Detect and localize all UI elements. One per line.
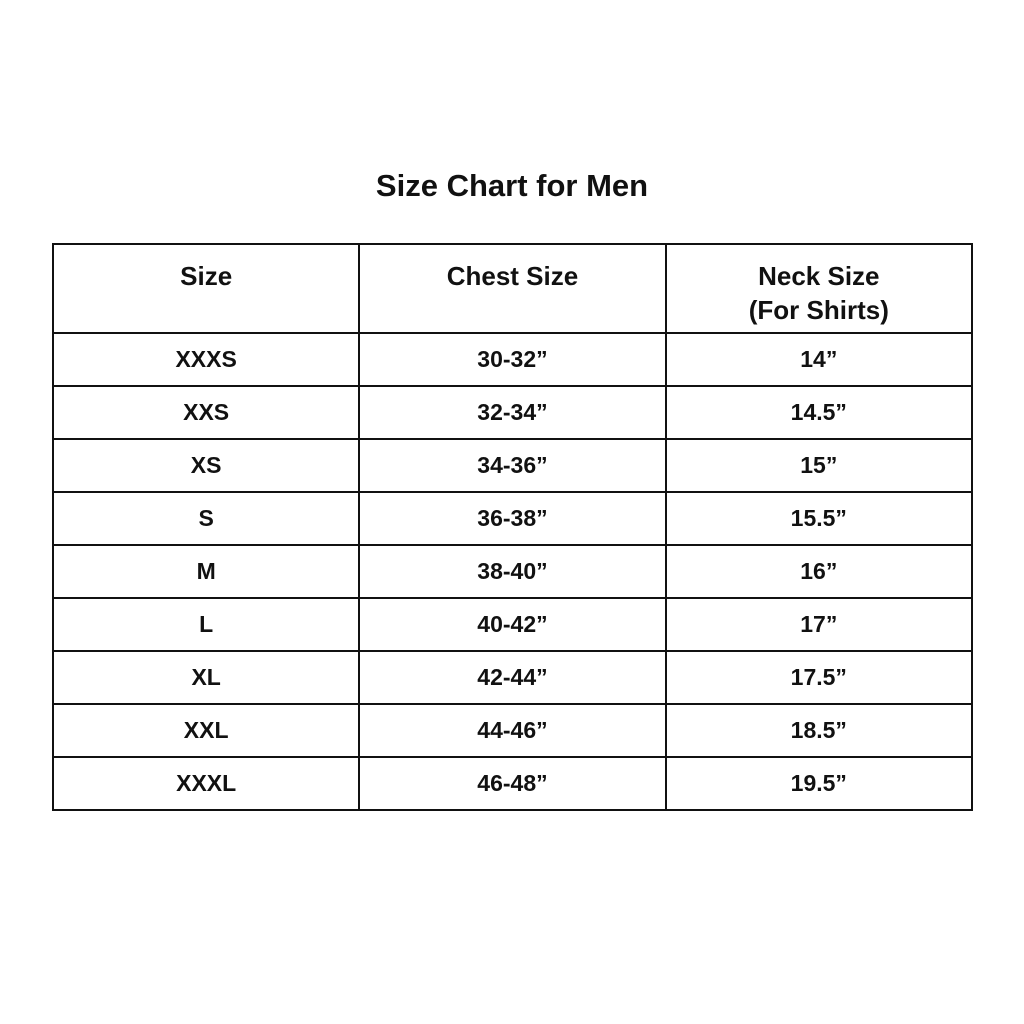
cell-size: XL bbox=[51, 650, 361, 705]
table-row: XXL 44-46” 18.5” bbox=[51, 703, 974, 758]
cell-neck: 17.5” bbox=[664, 650, 974, 705]
header-neck-label: Neck Size bbox=[758, 261, 880, 291]
cell-chest: 34-36” bbox=[358, 438, 667, 493]
cell-neck: 18.5” bbox=[664, 703, 974, 758]
header-chest: Chest Size bbox=[358, 243, 667, 334]
size-table: Size Chest Size Neck Size (For Shirts) X… bbox=[51, 243, 974, 811]
cell-neck: 16” bbox=[664, 544, 974, 599]
header-neck: Neck Size (For Shirts) bbox=[664, 243, 974, 334]
table-row: M 38-40” 16” bbox=[51, 544, 974, 599]
cell-size: XS bbox=[51, 438, 361, 493]
table-row: XL 42-44” 17.5” bbox=[51, 650, 974, 705]
header-row: Size Chest Size Neck Size (For Shirts) bbox=[51, 243, 974, 334]
cell-neck: 15.5” bbox=[664, 491, 974, 546]
cell-chest: 40-42” bbox=[358, 597, 667, 652]
table-row: XXS 32-34” 14.5” bbox=[51, 385, 974, 440]
cell-size: XXXS bbox=[51, 332, 361, 387]
header-size: Size bbox=[51, 243, 361, 334]
cell-neck: 15” bbox=[664, 438, 974, 493]
cell-neck: 14” bbox=[664, 332, 974, 387]
cell-chest: 46-48” bbox=[358, 756, 667, 811]
cell-size: L bbox=[51, 597, 361, 652]
table-row: L 40-42” 17” bbox=[51, 597, 974, 652]
table-row: XXXS 30-32” 14” bbox=[51, 332, 974, 387]
cell-size: XXL bbox=[51, 703, 361, 758]
cell-chest: 38-40” bbox=[358, 544, 667, 599]
cell-size: S bbox=[51, 491, 361, 546]
cell-size: M bbox=[51, 544, 361, 599]
cell-size: XXS bbox=[51, 385, 361, 440]
table-row: S 36-38” 15.5” bbox=[51, 491, 974, 546]
cell-chest: 30-32” bbox=[358, 332, 667, 387]
table-row: XS 34-36” 15” bbox=[51, 438, 974, 493]
cell-chest: 36-38” bbox=[358, 491, 667, 546]
cell-chest: 42-44” bbox=[358, 650, 667, 705]
header-neck-sublabel: (For Shirts) bbox=[748, 295, 889, 325]
table-row: XXXL 46-48” 19.5” bbox=[51, 756, 974, 811]
cell-chest: 44-46” bbox=[358, 703, 667, 758]
cell-size: XXXL bbox=[51, 756, 361, 811]
cell-chest: 32-34” bbox=[358, 385, 667, 440]
cell-neck: 17” bbox=[664, 597, 974, 652]
page-title: Size Chart for Men bbox=[375, 168, 649, 203]
cell-neck: 19.5” bbox=[664, 756, 974, 811]
cell-neck: 14.5” bbox=[664, 385, 974, 440]
